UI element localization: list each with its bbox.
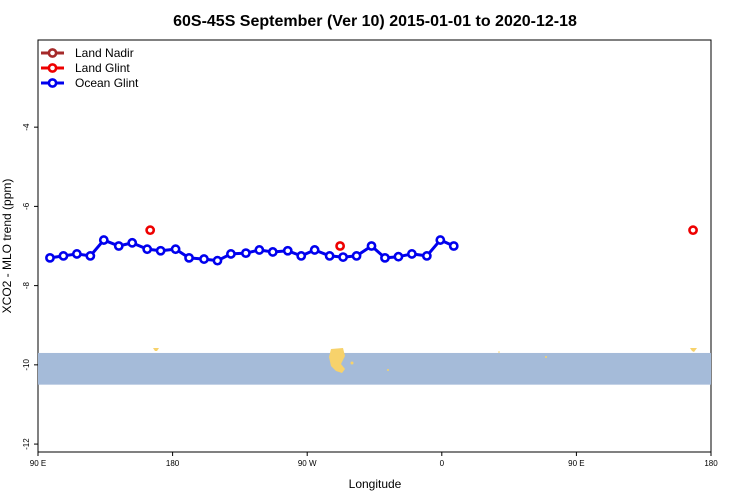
data-point xyxy=(212,255,223,266)
chart-title: 60S-45S September (Ver 10) 2015-01-01 to… xyxy=(173,13,577,30)
legend-item: Land Nadir xyxy=(41,46,134,60)
data-point xyxy=(324,251,335,261)
x-tick-label: 90 E xyxy=(30,459,46,468)
y-tick-label: -6 xyxy=(22,202,31,210)
land-island-3 xyxy=(545,356,547,358)
data-point xyxy=(309,245,320,255)
legend-item: Land Glint xyxy=(41,61,130,75)
data-point xyxy=(335,241,346,251)
legend-marker xyxy=(47,78,58,88)
land-island-1 xyxy=(387,369,389,371)
series-group xyxy=(45,225,698,266)
data-point xyxy=(71,249,82,259)
data-point xyxy=(435,235,446,245)
data-point xyxy=(113,241,124,251)
data-point xyxy=(142,244,153,255)
data-point xyxy=(145,225,156,236)
y-axis-label: XCO2 - MLO trend (ppm) xyxy=(0,179,14,314)
legend-item: Ocean Glint xyxy=(41,76,139,90)
data-point xyxy=(351,251,362,261)
data-point xyxy=(240,248,251,259)
x-axis-label: Longitude xyxy=(349,477,402,491)
series-line xyxy=(49,238,455,263)
data-point xyxy=(380,252,390,263)
axis-ticks: 90 E 180 90 W 0 90 E 180 -4 -6 -8 -10 -12 xyxy=(22,123,718,468)
data-point xyxy=(98,235,109,245)
legend-marker xyxy=(47,48,58,58)
legend-label: Land Glint xyxy=(75,61,130,75)
series-land-glint xyxy=(145,225,698,251)
x-tick-label: 180 xyxy=(166,459,180,468)
data-point xyxy=(267,247,278,257)
data-point xyxy=(421,251,432,261)
data-point xyxy=(296,251,307,261)
data-point xyxy=(58,251,69,261)
y-tick-label: -12 xyxy=(22,438,31,450)
data-point xyxy=(282,245,293,256)
data-point xyxy=(393,251,404,262)
data-point xyxy=(127,237,138,248)
legend-label: Ocean Glint xyxy=(75,76,139,90)
land-island-0 xyxy=(350,361,354,365)
data-point xyxy=(688,225,698,236)
y-tick-label: -8 xyxy=(22,282,31,290)
legend-marker xyxy=(47,63,58,73)
data-point xyxy=(254,245,265,255)
data-point xyxy=(406,249,417,259)
x-tick-label: 0 xyxy=(440,459,445,468)
land-island-2 xyxy=(498,351,500,353)
series-ocean-glint xyxy=(45,235,459,266)
x-tick-label: 90 W xyxy=(298,459,317,468)
data-point xyxy=(184,252,194,263)
data-point xyxy=(226,249,236,259)
ocean-band xyxy=(38,352,711,385)
data-point xyxy=(45,252,55,263)
data-point xyxy=(155,245,166,256)
data-point xyxy=(199,254,209,264)
data-point xyxy=(170,244,181,255)
data-point xyxy=(85,251,96,261)
land-new-zealand xyxy=(153,348,159,351)
x-tick-label: 180 xyxy=(704,459,718,468)
land-south-america xyxy=(329,348,345,373)
plot-area-frame xyxy=(37,39,712,453)
y-tick-label: -10 xyxy=(22,359,31,371)
map-strip xyxy=(38,348,711,385)
land-new-zealand-repeat xyxy=(690,348,697,352)
data-point xyxy=(448,241,459,251)
data-point xyxy=(338,252,348,262)
legend-label: Land Nadir xyxy=(75,46,134,60)
y-tick-label: -4 xyxy=(22,123,31,131)
data-point xyxy=(366,241,377,251)
x-tick-label: 90 E xyxy=(568,459,584,468)
